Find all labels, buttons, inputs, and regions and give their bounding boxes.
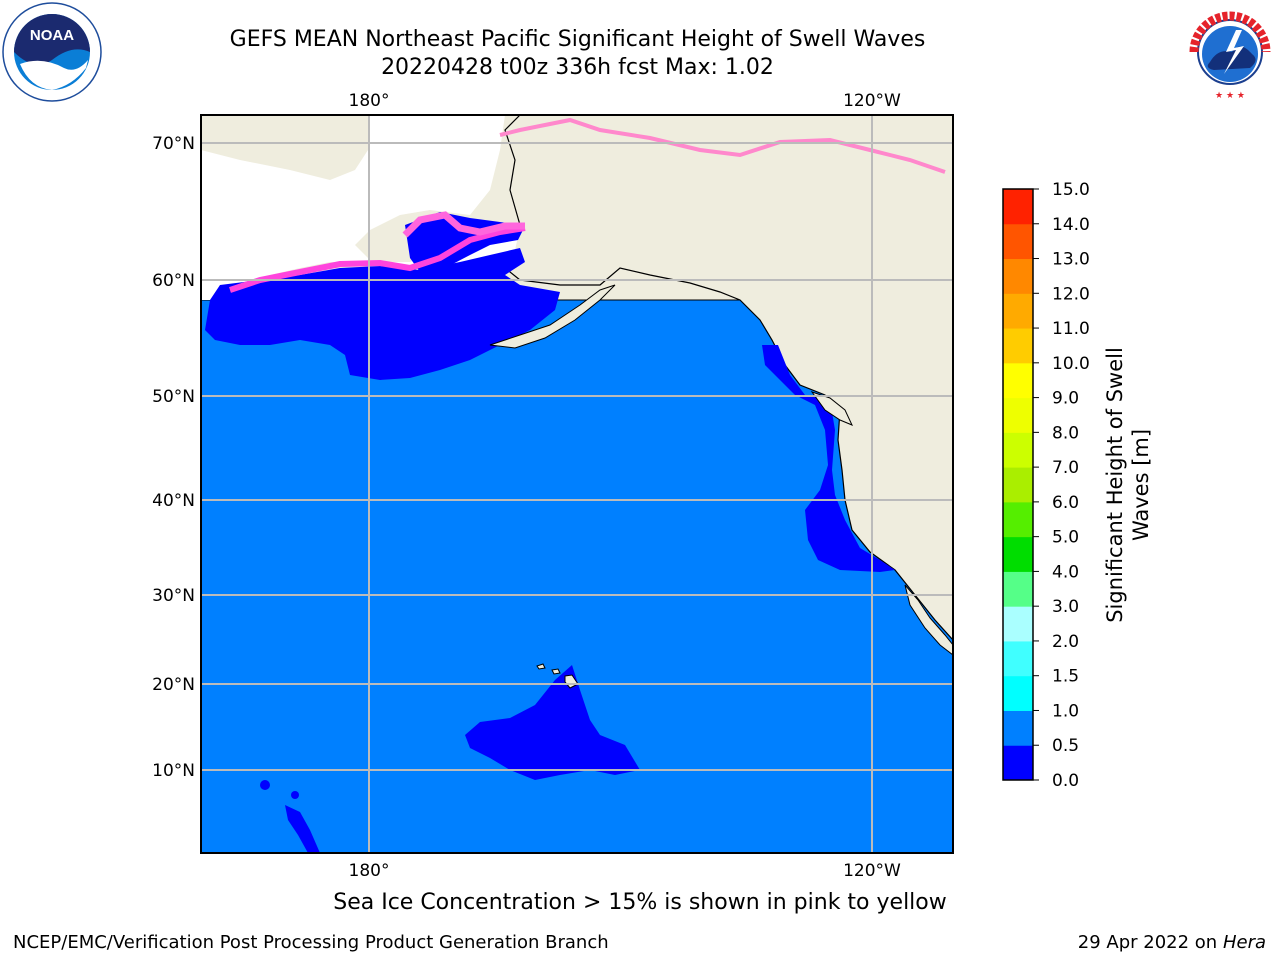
lon-label-top-120w: 120°W bbox=[843, 91, 901, 111]
colorbar-segment bbox=[1003, 432, 1033, 468]
colorbar-tick-label: 14.0 bbox=[1052, 215, 1090, 235]
map: 180° 120°W 180° 120°W 70°N 60°N 50°N 40°… bbox=[152, 91, 954, 880]
lat-label-60n: 60°N bbox=[152, 271, 195, 291]
colorbar-tick-label: 5.0 bbox=[1052, 528, 1079, 548]
sea-ice-note-text: Sea Ice Concentration > 15% is shown in … bbox=[333, 890, 947, 915]
footer-date-text: 29 Apr 2022 on bbox=[1077, 932, 1223, 953]
colorbar-segment bbox=[1003, 293, 1033, 329]
colorbar-tick-label: 9.0 bbox=[1052, 389, 1079, 409]
sea-ice-coast bbox=[499, 117, 946, 174]
vancouver-island bbox=[810, 391, 853, 426]
colorbar-segment bbox=[1003, 745, 1033, 781]
noaa-logo: NOAA bbox=[2, 2, 102, 102]
sea-ice-note: Sea Ice Concentration > 15% is shown in … bbox=[0, 890, 1280, 915]
lat-label-20n: 20°N bbox=[152, 675, 195, 695]
chart-title: GEFS MEAN Northeast Pacific Significant … bbox=[229, 27, 926, 52]
footer-date: 29 Apr 2022 on Hera bbox=[1078, 932, 1266, 953]
colorbar-tick-label: 4.0 bbox=[1052, 562, 1079, 582]
alaska-peninsula bbox=[489, 284, 616, 349]
graticule bbox=[201, 115, 953, 853]
land-north-america bbox=[494, 115, 953, 641]
colorbar-tick-label: 1.5 bbox=[1052, 667, 1079, 687]
colorbar-tick-label: 11.0 bbox=[1052, 319, 1090, 339]
svg-text:★ ★ ★: ★ ★ ★ bbox=[1215, 91, 1245, 101]
colorbar-tick-label: 1.0 bbox=[1052, 701, 1079, 721]
colorbar-segment bbox=[1003, 397, 1033, 433]
colorbar-tick-label: 8.0 bbox=[1052, 423, 1079, 443]
colorbar-tick-label: 0.5 bbox=[1052, 736, 1079, 756]
colorbar-tick-label: 2.0 bbox=[1052, 632, 1079, 652]
colorbar-segment bbox=[1003, 606, 1033, 642]
noaa-logo-text: NOAA bbox=[30, 27, 74, 44]
lon-label-bottom-180: 180° bbox=[349, 861, 390, 880]
colorbar-segment bbox=[1003, 467, 1033, 503]
sea-ice-fringe bbox=[229, 225, 526, 293]
westcoast-low-swell bbox=[762, 345, 895, 572]
colorbar-segment bbox=[1003, 258, 1033, 294]
colorbar-label-line1: Significant Height of Swell bbox=[1103, 347, 1127, 623]
colorbar-tick-label: 15.0 bbox=[1052, 180, 1090, 200]
colorbar-segment bbox=[1003, 571, 1033, 607]
lon-label-top-180: 180° bbox=[349, 91, 390, 111]
colorbar-segment bbox=[1003, 362, 1033, 399]
baja-california bbox=[904, 584, 953, 656]
equatorial-low-swell bbox=[285, 805, 320, 853]
colorbar: 0.0 0.5 1.0 1.5 2.0 3.0 4.0 5.0 6.0 7.0 8.0 9.0 10.0… bbox=[1002, 180, 1090, 791]
lon-label-bottom-120w: 120°W bbox=[843, 861, 901, 880]
colorbar-tick-label: 0.0 bbox=[1052, 771, 1079, 791]
hawaii-islands bbox=[536, 663, 579, 689]
chart-subtitle: 20220428 t00z 336h fcst Max: 1.02 bbox=[381, 55, 774, 80]
hawaii-low-swell bbox=[465, 665, 640, 780]
colorbar-segment bbox=[1003, 189, 1033, 225]
footer-host: Hera bbox=[1222, 932, 1266, 953]
colorbar-segment bbox=[1003, 675, 1033, 711]
colorbar-tick-label: 12.0 bbox=[1052, 284, 1090, 304]
colorbar-label-line2: Waves [m] bbox=[1129, 428, 1153, 542]
colorbar-tick-label: 13.0 bbox=[1052, 250, 1090, 270]
colorbar-segment bbox=[1003, 640, 1033, 677]
colorbar-tick-label: 3.0 bbox=[1052, 597, 1079, 617]
lat-label-10n: 10°N bbox=[152, 761, 195, 781]
lat-label-40n: 40°N bbox=[152, 491, 195, 511]
lat-label-70n: 70°N bbox=[152, 134, 195, 154]
colorbar-segment bbox=[1003, 710, 1033, 746]
colorbar-tick-label: 10.0 bbox=[1052, 354, 1090, 374]
colorbar-segment bbox=[1003, 501, 1033, 538]
colorbar-frame bbox=[1002, 188, 1034, 781]
colorbar-tick-label: 7.0 bbox=[1052, 458, 1079, 478]
colorbar-segment bbox=[1003, 328, 1033, 364]
colorbar-segment bbox=[1003, 223, 1033, 260]
lat-label-50n: 50°N bbox=[152, 387, 195, 407]
map-frame bbox=[200, 114, 954, 854]
colorbar-segment bbox=[1003, 536, 1033, 572]
footer-credit: NCEP/EMC/Verification Post Processing Pr… bbox=[13, 932, 609, 953]
lat-label-30n: 30°N bbox=[152, 586, 195, 606]
nws-logo: ★ ★ ★ bbox=[1181, 3, 1279, 101]
sea-ice-norton bbox=[402, 211, 525, 238]
colorbar-tick-label: 6.0 bbox=[1052, 493, 1079, 513]
